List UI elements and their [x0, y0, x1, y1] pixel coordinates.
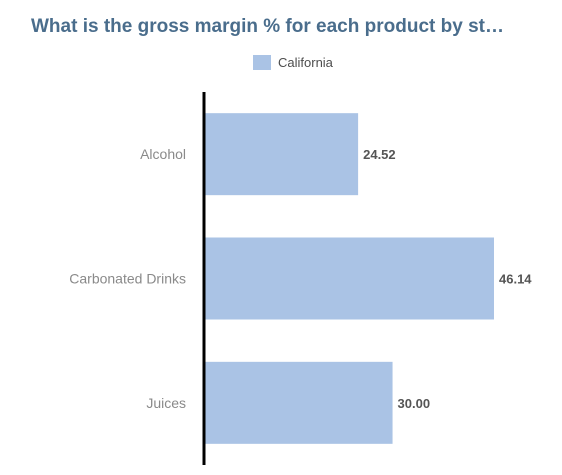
category-label: Juices	[146, 395, 186, 411]
chart-title: What is the gross margin % for each prod…	[31, 16, 504, 37]
data-label: 46.14	[499, 272, 532, 287]
category-label: Carbonated Drinks	[69, 271, 186, 287]
legend-swatch-california	[253, 54, 271, 70]
legend[interactable]: California	[253, 52, 333, 72]
bar-carbonated-drinks[interactable]	[204, 237, 494, 320]
data-label: 30.00	[398, 396, 431, 411]
legend-label-california: California	[278, 54, 333, 70]
data-label: 24.52	[363, 147, 396, 162]
category-label: Alcohol	[140, 146, 186, 162]
bar-juices[interactable]	[204, 361, 393, 444]
bar-alcohol[interactable]	[204, 113, 359, 196]
